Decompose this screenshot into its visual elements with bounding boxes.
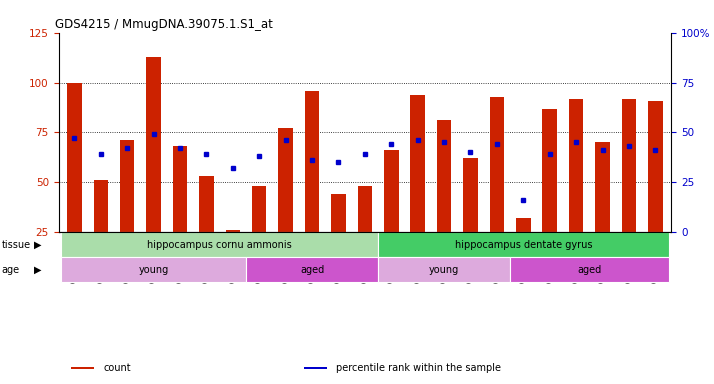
Bar [246,257,378,282]
Text: count: count [104,363,131,373]
Bar [120,141,134,232]
Bar [490,96,504,232]
Bar [173,146,187,232]
Bar [252,186,266,232]
Text: percentile rank within the sample: percentile rank within the sample [336,363,501,373]
Bar [378,232,668,257]
Bar [94,180,108,232]
Bar [411,94,425,232]
Bar [358,186,372,232]
Bar [516,218,531,232]
Bar [71,367,94,369]
Bar [226,230,240,232]
Bar [437,121,451,232]
Text: age: age [1,265,19,275]
Bar [622,99,636,232]
Bar [510,257,668,282]
Text: young: young [429,265,459,275]
Text: GDS4215 / MmugDNA.39075.1.S1_at: GDS4215 / MmugDNA.39075.1.S1_at [56,18,273,31]
Bar [67,83,81,232]
Bar [303,367,327,369]
Bar [384,151,398,232]
Bar [199,176,213,232]
Bar [463,159,478,232]
Bar [569,99,583,232]
Bar [61,232,378,257]
Text: aged: aged [577,265,601,275]
Bar [648,101,663,232]
Bar [543,109,557,232]
Bar [331,194,346,232]
Text: ▶: ▶ [34,240,42,250]
Text: tissue: tissue [1,240,31,250]
Text: hippocampus dentate gyrus: hippocampus dentate gyrus [455,240,592,250]
Text: young: young [139,265,169,275]
Bar [61,257,246,282]
Bar [305,91,319,232]
Text: aged: aged [300,265,324,275]
Bar [595,142,610,232]
Text: hippocampus cornu ammonis: hippocampus cornu ammonis [147,240,292,250]
Bar [278,129,293,232]
Bar [146,56,161,232]
Text: ▶: ▶ [34,265,42,275]
Bar [378,257,510,282]
